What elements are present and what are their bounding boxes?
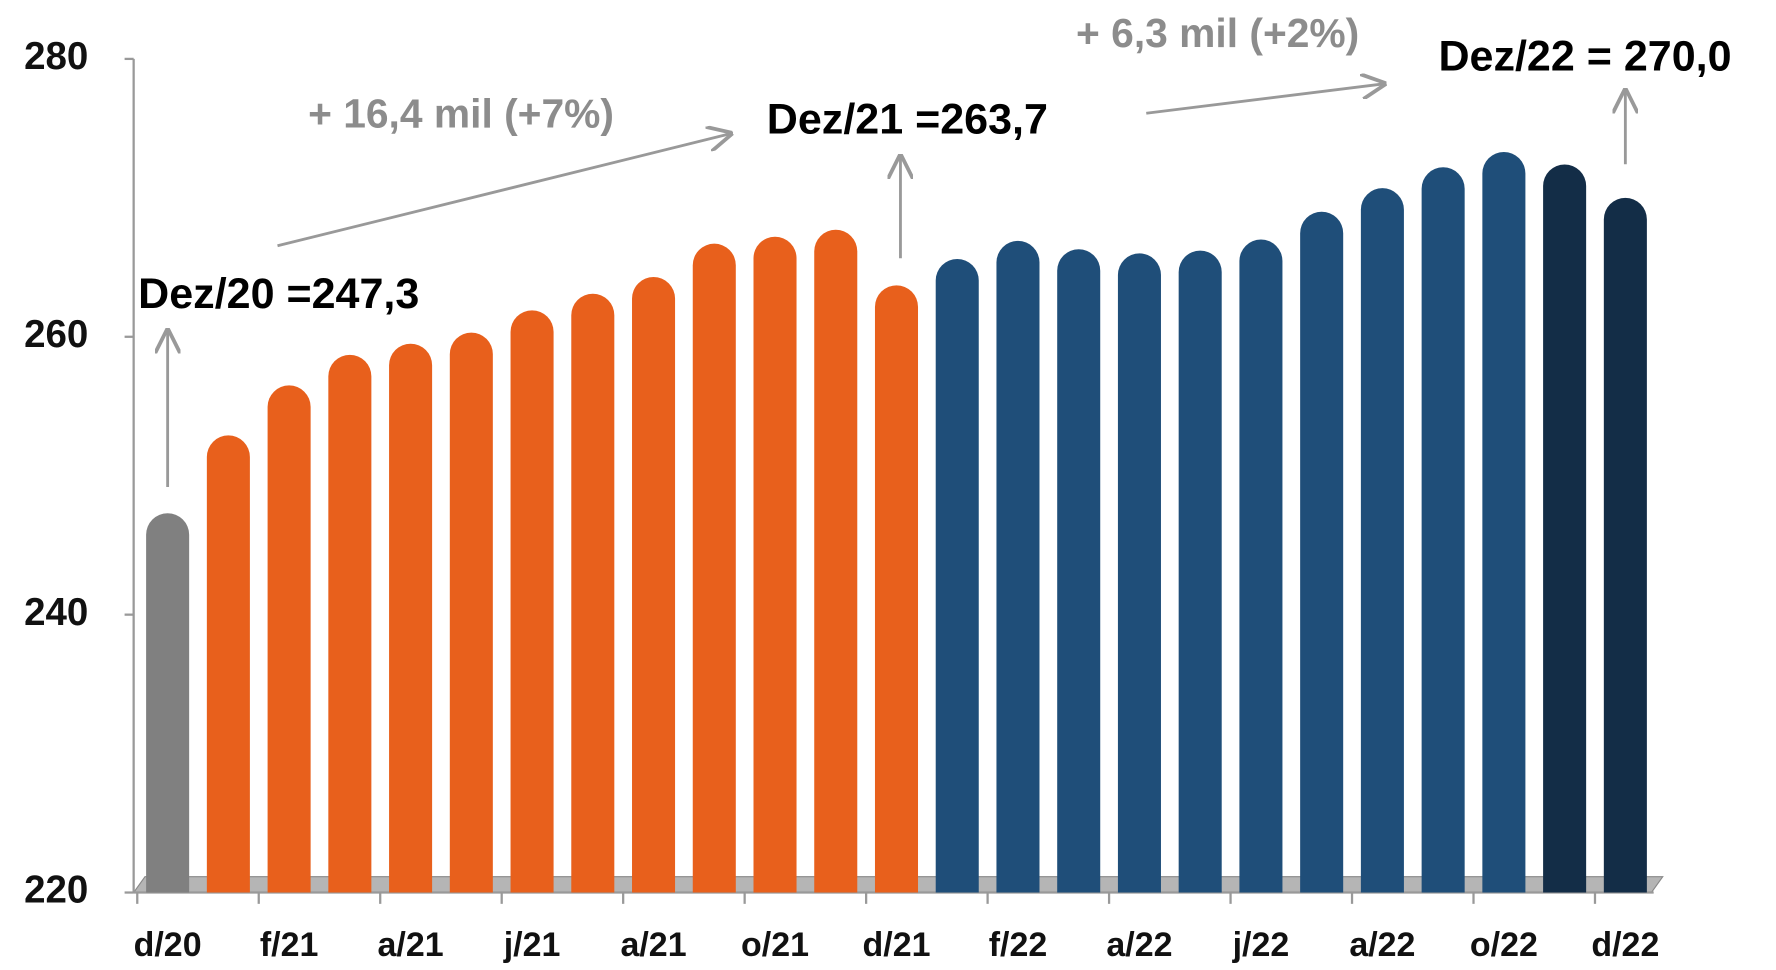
annotation: Dez/22 = 270,0 [1438, 32, 1731, 80]
bar [692, 243, 736, 893]
bar [814, 229, 858, 893]
x-tick-label: o/22 [1470, 926, 1538, 964]
bar [449, 332, 493, 893]
y-tick-label: 280 [24, 35, 88, 78]
bar [1421, 167, 1465, 893]
x-tick-label: a/22 [1349, 926, 1415, 964]
bar [1543, 164, 1587, 893]
annotation: Dez/21 =263,7 [767, 96, 1048, 144]
x-tick-label: d/21 [863, 926, 931, 964]
bar [267, 385, 311, 893]
arrows [168, 84, 1626, 488]
bar [1057, 249, 1101, 893]
x-tick-label: d/20 [134, 926, 202, 964]
bar [206, 435, 250, 893]
annotation: + 6,3 mil (+2%) [1076, 10, 1359, 56]
bar [328, 354, 372, 893]
x-tick-label: j/22 [1232, 926, 1290, 964]
bar [1178, 250, 1222, 893]
bar [1360, 188, 1404, 893]
x-tick-label: o/21 [741, 926, 809, 964]
x-tick-label: f/21 [260, 926, 319, 964]
bar [571, 293, 615, 893]
annotation: Dez/20 =247,3 [138, 270, 419, 318]
bar [935, 258, 979, 893]
x-tick-label: a/21 [378, 926, 444, 964]
x-tick-label: a/21 [620, 926, 686, 964]
bar [146, 513, 190, 893]
x-tick-label: f/22 [989, 926, 1048, 964]
x-tick-label: j/21 [503, 926, 561, 964]
bar [874, 285, 919, 893]
bar [753, 236, 797, 893]
bar [510, 310, 554, 893]
bar [1117, 253, 1161, 893]
y-tick-label: 260 [24, 313, 88, 356]
bar [632, 277, 676, 893]
annotation: + 16,4 mil (+7%) [308, 90, 614, 136]
bar [389, 343, 433, 893]
bar [1239, 239, 1283, 893]
bar [1603, 197, 1647, 893]
x-tick-label: d/22 [1591, 926, 1659, 964]
y-tick-label: 240 [24, 591, 88, 634]
bar [1300, 211, 1344, 893]
bar [996, 240, 1040, 893]
y-tick-label: 220 [24, 869, 88, 912]
x-tick-label: a/22 [1106, 926, 1172, 964]
bar [1482, 151, 1526, 893]
